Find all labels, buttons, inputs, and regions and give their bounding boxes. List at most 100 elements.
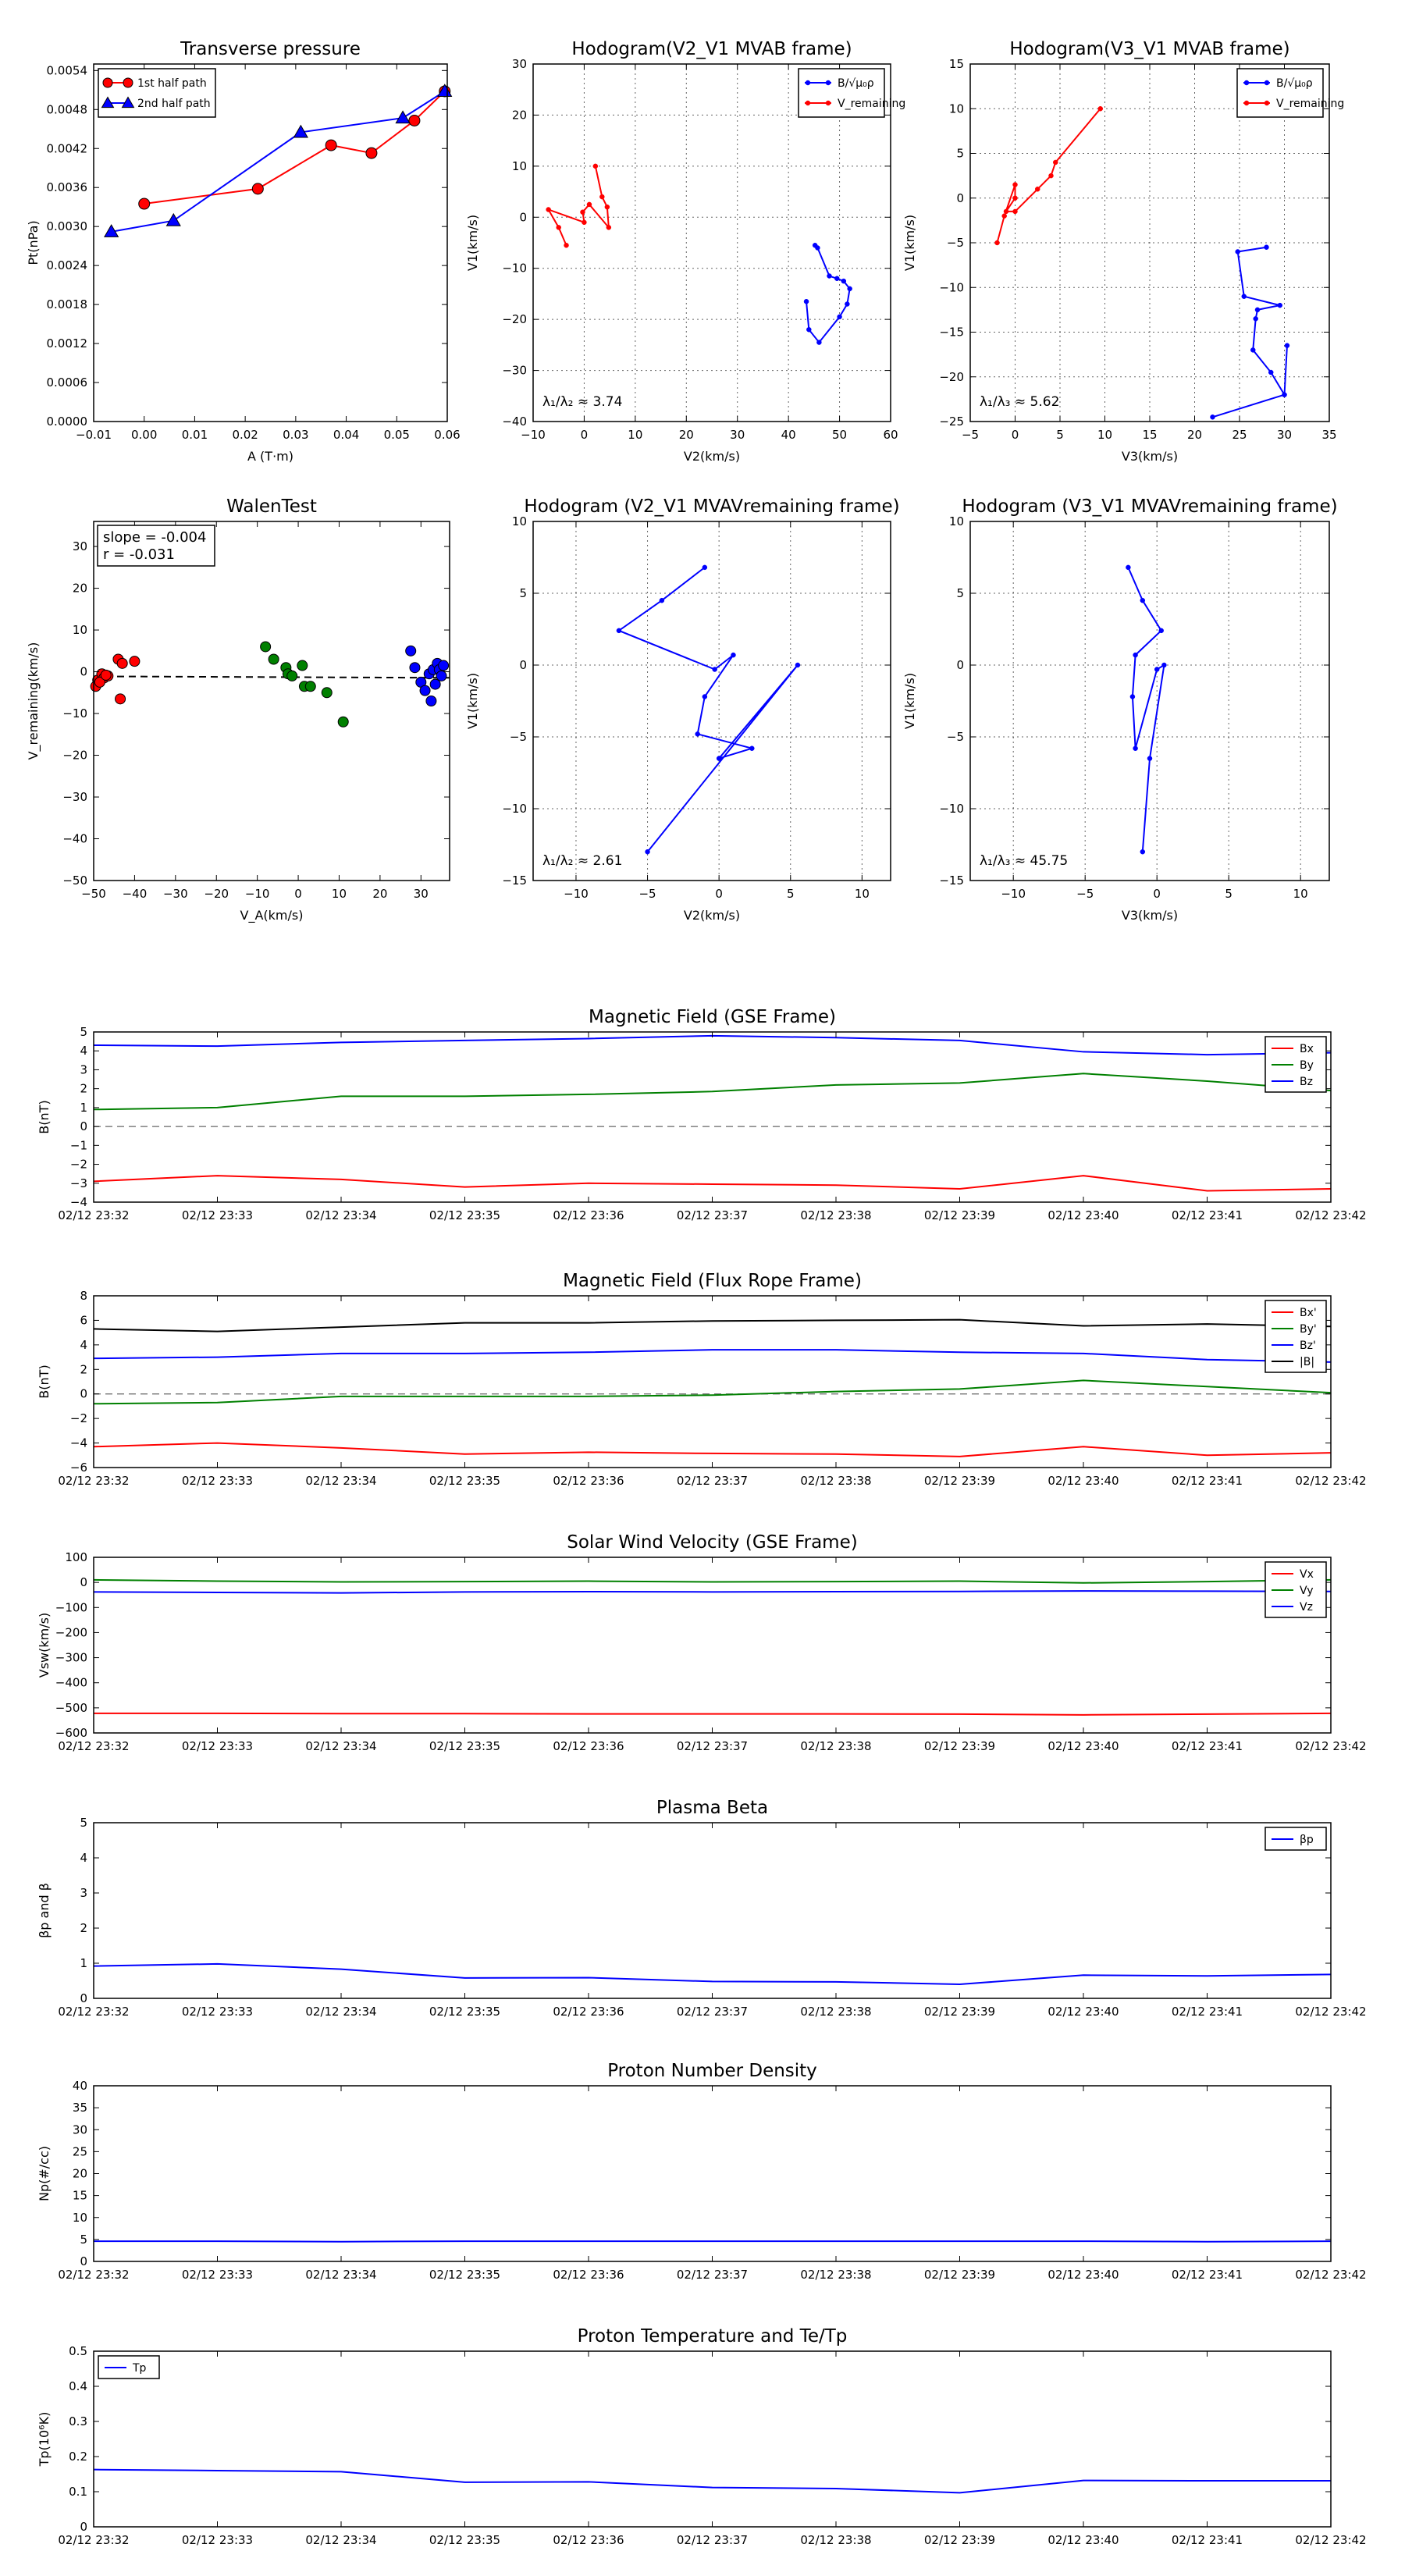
x-tick-label: 30: [1277, 428, 1292, 442]
stats-line: r = -0.031: [103, 546, 175, 563]
data-point: [100, 669, 112, 681]
x-tick-label: −10: [521, 428, 546, 442]
y-tick-label: 0.5: [69, 2344, 87, 2358]
x-tick-label: 02/12 23:42: [1295, 1739, 1366, 1753]
legend-frame: [798, 68, 885, 118]
y-tick-label: 2: [80, 1082, 87, 1096]
y-tick-label: −20: [62, 749, 87, 763]
y-tick-label: −20: [939, 370, 964, 384]
y-tick-label: −6: [70, 1461, 87, 1475]
data-point: [1012, 195, 1018, 201]
data-point: [564, 243, 569, 248]
legend-marker: [101, 96, 115, 109]
x-tick-label: −10: [564, 887, 589, 901]
y-tick-label: 5: [956, 147, 964, 161]
data-point: [429, 678, 441, 690]
x-tick-label: 5: [1225, 887, 1232, 901]
x-tick-label: 02/12 23:33: [182, 2268, 253, 2282]
series-line: [93, 1442, 1332, 1457]
x-tick-label: 02/12 23:40: [1048, 1208, 1119, 1222]
x-tick-label: 20: [679, 428, 694, 442]
chart-title: Hodogram (V2_V1 MVAVremaining frame): [524, 496, 899, 517]
x-tick-label: 02/12 23:40: [1048, 2268, 1119, 2282]
legend-label: Bz': [1300, 1340, 1316, 1352]
x-tick-label: 02/12 23:40: [1048, 1739, 1119, 1753]
x-tick-label: 02/12 23:32: [58, 1739, 129, 1753]
chart-title: WalenTest: [226, 496, 317, 517]
series-1: [546, 163, 612, 248]
y-tick-label: −15: [939, 873, 964, 888]
data-point: [556, 225, 561, 230]
x-tick-label: 30: [730, 428, 745, 442]
y-tick-label: 0.0042: [47, 141, 88, 155]
x-tick-label: 02/12 23:37: [677, 2533, 748, 2547]
y-axis-label: B(nT): [37, 1100, 52, 1133]
x-tick-label: 02/12 23:36: [553, 1739, 624, 1753]
series-line: [806, 244, 851, 344]
x-tick-label: 02/12 23:39: [924, 2268, 995, 2282]
y-tick-label: 30: [73, 2122, 87, 2137]
y-tick-label: −15: [502, 873, 527, 888]
x-tick-label: 02/12 23:35: [429, 2268, 500, 2282]
data-point: [716, 756, 722, 761]
legend-marker: [805, 100, 811, 106]
plot-frame: [93, 1822, 1332, 1999]
y-tick-label: −500: [55, 1701, 87, 1715]
plot-frame: [93, 1031, 1332, 1203]
legend-label: B/√μ₀ρ: [1276, 77, 1313, 90]
x-tick-label: 02/12 23:36: [553, 2268, 624, 2282]
data-point: [816, 340, 822, 345]
x-axis-label: V_A(km/s): [240, 908, 304, 923]
x-tick-label: 02/12 23:34: [305, 1208, 376, 1222]
series-1: [994, 106, 1103, 246]
series-line: [1212, 246, 1288, 418]
ratio-annotation: λ₁/λ₃ ≈ 45.75: [980, 853, 1068, 869]
y-tick-label: −40: [62, 832, 87, 846]
y-tick-label: 0.0000: [47, 415, 88, 429]
y-tick-label: 10: [73, 623, 87, 637]
x-tick-label: 20: [1187, 428, 1202, 442]
y-tick-label: −10: [502, 802, 527, 816]
y-tick-label: 0.4: [69, 2379, 87, 2393]
data-point: [1253, 316, 1258, 322]
legend-label: Vy: [1300, 1585, 1314, 1597]
x-tick-label: 02/12 23:38: [800, 2268, 871, 2282]
chart-title: Magnetic Field (Flux Rope Frame): [563, 1271, 862, 1291]
series-line: [93, 1318, 1332, 1332]
stats-line: slope = -0.004: [103, 529, 206, 546]
data-point: [1129, 694, 1136, 699]
y-tick-label: 0.0054: [47, 63, 88, 77]
data-point: [845, 301, 850, 307]
y-tick-label: 30: [73, 539, 87, 553]
chart-3: −50 −40 −30 −20 −10 0 10 20 30 −50 −40 −30 −20 −10 0 10…: [26, 496, 450, 923]
x-tick-label: −5: [962, 428, 979, 442]
data-point: [1035, 187, 1040, 192]
legend-label: |B|: [1300, 1356, 1314, 1368]
series-0: [1126, 564, 1167, 855]
y-tick-label: −600: [55, 1726, 87, 1740]
x-tick-label: 02/12 23:38: [800, 1208, 871, 1222]
x-tick-label: 0: [715, 887, 723, 901]
data-point: [419, 685, 431, 696]
series-line: [93, 1073, 1332, 1111]
legend-label: 1st half path: [137, 77, 207, 90]
plot-frame: [93, 2350, 1332, 2528]
data-point: [405, 645, 417, 656]
y-tick-label: −30: [502, 364, 527, 378]
data-point: [94, 676, 105, 688]
data-point: [297, 660, 308, 671]
data-point: [1133, 652, 1138, 658]
data-point: [702, 564, 708, 571]
y-tick-label: −10: [939, 280, 964, 294]
legend-marker: [1264, 80, 1270, 86]
y-tick-label: 0: [956, 191, 964, 205]
legend-marker: [1243, 100, 1250, 106]
data-point: [586, 201, 592, 208]
ratio-annotation: λ₁/λ₃ ≈ 5.62: [980, 394, 1059, 410]
y-tick-label: −5: [947, 730, 964, 744]
chart-title: Hodogram(V3_V1 MVAB frame): [1009, 39, 1289, 59]
legend: Tp: [98, 2355, 160, 2379]
legend-label: V_remaining: [1276, 98, 1344, 110]
